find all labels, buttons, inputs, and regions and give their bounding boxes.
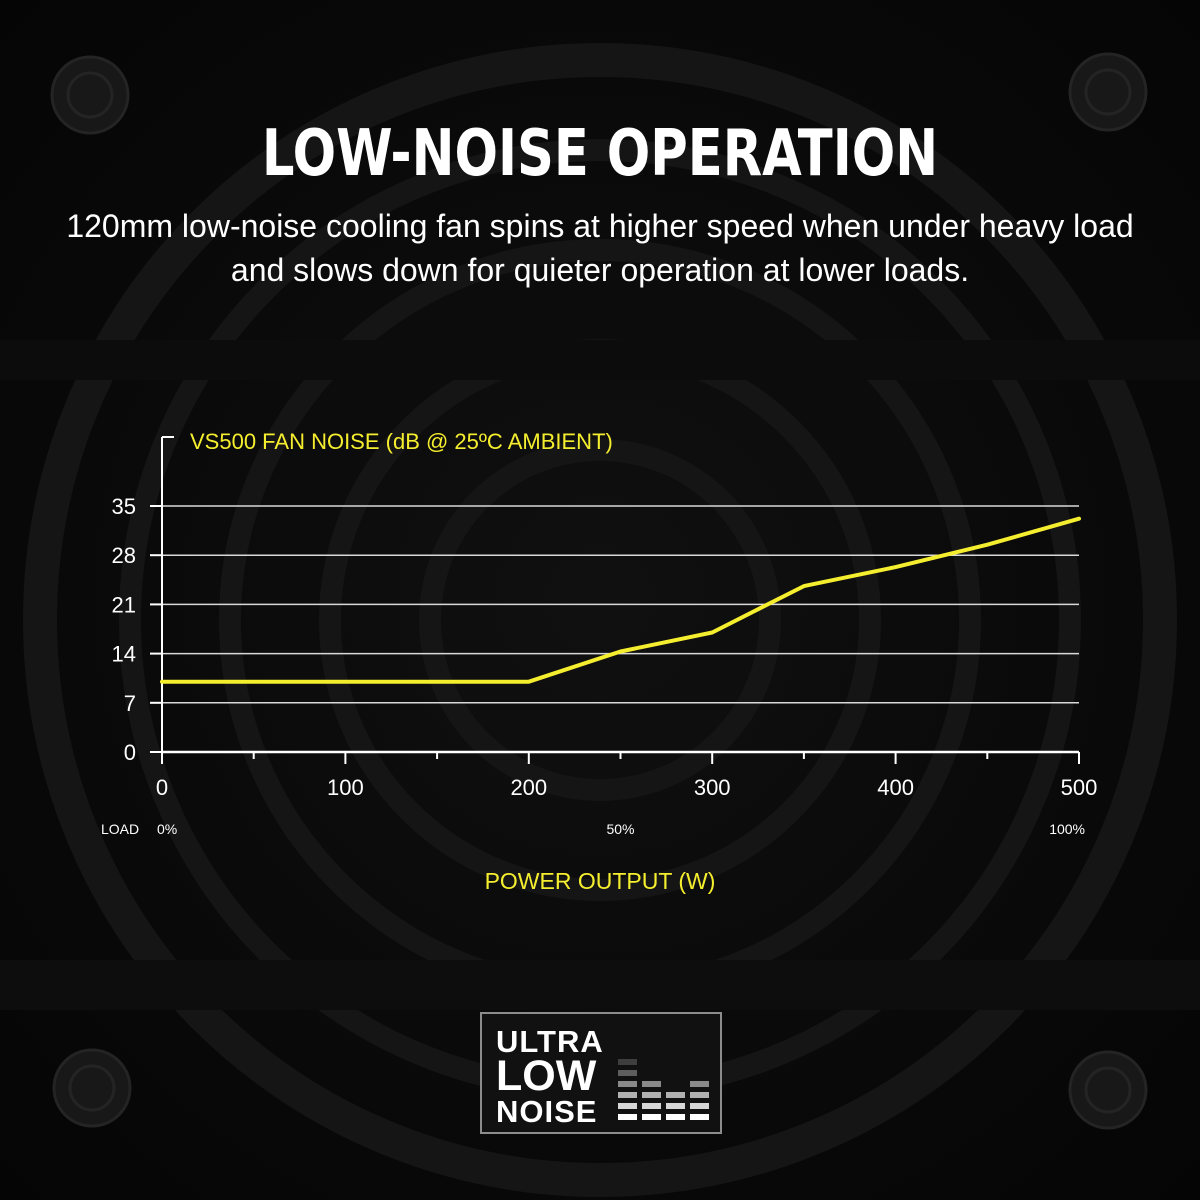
sound-level-bar-segment xyxy=(666,1103,685,1109)
load-tick-label: 50% xyxy=(606,821,634,837)
y-tick-label: 35 xyxy=(112,494,136,519)
y-tick-label: 0 xyxy=(124,740,136,765)
y-tick-labels: 0 7 14 21 28 35 xyxy=(112,494,136,765)
y-tick-label: 7 xyxy=(124,691,136,716)
screw-top-left xyxy=(50,55,130,135)
sound-level-bar-segment xyxy=(618,1070,637,1076)
chart-title: VS500 FAN NOISE (dB @ 25ºC AMBIENT) xyxy=(190,429,613,454)
sound-level-bar-segment xyxy=(618,1059,637,1065)
sound-level-bar-segment xyxy=(666,1092,685,1098)
sound-level-bar-segment xyxy=(642,1103,661,1109)
sound-level-bars-icon xyxy=(618,1059,709,1120)
sound-level-bar-segment xyxy=(642,1092,661,1098)
sound-level-bar-segment xyxy=(642,1114,661,1120)
y-tick-label: 28 xyxy=(112,543,136,568)
load-tick-label: 100% xyxy=(1049,821,1085,837)
sound-level-bar-segment xyxy=(690,1103,709,1109)
sound-level-bar-segment xyxy=(618,1103,637,1109)
y-tick-label: 21 xyxy=(112,592,136,617)
sound-level-bar-segment xyxy=(690,1081,709,1087)
load-axis-label: LOAD xyxy=(101,821,139,837)
x-axis-label: POWER OUTPUT (W) xyxy=(485,868,716,894)
screw-top-right xyxy=(1068,52,1148,132)
x-tick-label: 200 xyxy=(510,775,547,800)
y-tick-label: 14 xyxy=(112,642,136,667)
x-tick-label: 100 xyxy=(327,775,364,800)
series-line xyxy=(160,516,1081,684)
x-tick-label: 500 xyxy=(1061,775,1098,800)
x-tick-label: 0 xyxy=(156,775,168,800)
axes xyxy=(150,436,1080,764)
x-tick-label: 300 xyxy=(694,775,731,800)
page-headline: LOW-NOISE OPERATION xyxy=(261,117,939,191)
x-tick-labels: 0 100 200 300 400 500 xyxy=(156,775,1097,800)
sound-level-bar-segment xyxy=(642,1081,661,1087)
x-tick-label: 400 xyxy=(877,775,914,800)
sound-level-bar-segment xyxy=(618,1114,637,1120)
grid-lines xyxy=(162,505,1079,704)
screw-bottom-left xyxy=(52,1048,132,1128)
badge-line-2: LOW xyxy=(496,1052,597,1100)
sound-level-bar-segment xyxy=(690,1092,709,1098)
sound-level-bar-segment xyxy=(618,1081,637,1087)
load-axis: LOAD 0% 50% 100% xyxy=(101,821,1085,837)
sound-level-bar-segment xyxy=(618,1092,637,1098)
badge-line-1: ULTRA xyxy=(496,1024,604,1059)
ultra-low-noise-badge: ULTRA LOW NOISE xyxy=(480,1012,722,1134)
page-subtitle: 120mm low-noise cooling fan spins at hig… xyxy=(66,208,1134,288)
screw-bottom-right xyxy=(1068,1050,1148,1130)
sound-level-bar-segment xyxy=(666,1114,685,1120)
badge-line-3: NOISE xyxy=(496,1094,598,1129)
sound-level-bar-segment xyxy=(690,1114,709,1120)
load-tick-label: 0% xyxy=(157,821,177,837)
